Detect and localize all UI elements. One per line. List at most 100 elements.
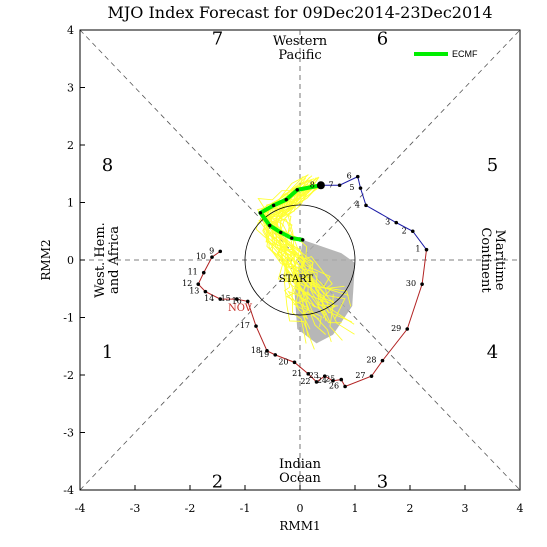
- ecmf-forecast-point: [290, 236, 294, 240]
- observed-point: [201, 270, 206, 275]
- ecmf-forecast-point: [295, 188, 299, 192]
- observed-point: [245, 299, 250, 304]
- ecmf-forecast-point: [284, 197, 288, 202]
- observed-point-label: 6: [347, 172, 352, 181]
- observed-point-label: 5: [349, 183, 354, 192]
- phase-number-label: 8: [102, 155, 113, 176]
- x-tick-label: -4: [75, 502, 86, 515]
- observed-point: [380, 358, 385, 363]
- ecmf-forecast-point: [268, 223, 272, 228]
- x-axis-label: RMM1: [279, 519, 320, 533]
- region-labels: Western Pacific Indian Ocean West. Hem. …: [93, 34, 507, 486]
- region-right-line1: Maritime: [492, 230, 507, 291]
- y-tick-label: -1: [63, 312, 74, 325]
- region-right-line2: Continent: [478, 227, 493, 293]
- observed-point: [254, 324, 258, 328]
- phase-number-label: 5: [487, 155, 498, 176]
- observed-point-label: 30: [406, 279, 416, 288]
- ecmf-forecast-point: [279, 230, 283, 235]
- observed-point: [343, 384, 347, 389]
- observed-point-label: 2: [402, 226, 407, 235]
- observed-point-label: 16: [232, 296, 242, 305]
- observed-point: [420, 282, 424, 286]
- observed-point: [369, 374, 374, 378]
- region-bottom-line1: Indian: [279, 457, 322, 472]
- region-left-line1: West. Hem.: [93, 222, 108, 298]
- observed-point: [210, 255, 214, 259]
- observed-point-label: 23: [309, 371, 319, 380]
- x-tick-label: 3: [462, 502, 469, 515]
- observed-point-label: 26: [329, 382, 339, 391]
- region-left-line2: and Africa: [107, 226, 122, 294]
- x-tick-label: 1: [352, 502, 359, 515]
- y-tick-label: 0: [67, 254, 74, 267]
- observed-point-label: 18: [251, 346, 261, 355]
- x-tick-label: 0: [297, 502, 304, 515]
- legend-label-ecmf: ECMF: [452, 49, 478, 59]
- observed-point-label: 28: [366, 356, 376, 365]
- region-top-line2: Pacific: [278, 48, 321, 63]
- y-axis-label: RMM2: [39, 239, 53, 280]
- observed-point: [405, 327, 410, 331]
- y-tick-label: 4: [67, 24, 74, 37]
- observed-point-label: 25: [325, 375, 335, 384]
- ecmf-forecast-point: [271, 203, 276, 208]
- y-tick-label: 3: [67, 82, 74, 95]
- observed-point: [306, 372, 311, 376]
- observed-point: [203, 289, 208, 294]
- legend: ECMF: [414, 49, 478, 59]
- ensemble-member-line: [263, 187, 342, 324]
- phase-number-label: 7: [212, 29, 223, 50]
- observed-point: [331, 378, 335, 383]
- observed-point: [218, 249, 223, 254]
- observed-point: [339, 377, 344, 382]
- observed-point: [314, 380, 319, 384]
- x-tick-label: 2: [407, 502, 414, 515]
- observed-point: [337, 183, 342, 188]
- x-axis: -4 -3 -2 -1 0 1 2 3 4: [75, 485, 524, 515]
- observed-point-label: 10: [196, 252, 206, 261]
- observed-point: [265, 349, 269, 353]
- observed-point: [196, 282, 201, 286]
- title-group: MJO Index Forecast for 09Dec2014-23Dec20…: [107, 3, 492, 22]
- observed-point-label: 27: [355, 371, 365, 380]
- y-axis: -4 -3 -2 -1 0 1 2 3 4: [63, 24, 85, 497]
- ecmf-forecast-point: [258, 211, 263, 215]
- y-tick-label: 1: [67, 197, 74, 210]
- x-tick-label: 4: [517, 502, 524, 515]
- ecmf-forecast-point: [301, 238, 305, 242]
- observed-point: [394, 220, 399, 225]
- observed-point-label: 17: [240, 321, 250, 330]
- dec-series-line: [320, 175, 427, 250]
- region-top-line1: Western: [273, 34, 328, 49]
- observed-point-label: 8: [310, 180, 315, 189]
- observed-point-label: 1: [415, 245, 420, 254]
- observed-point-label: 3: [385, 218, 390, 227]
- phase-number-label: 2: [212, 471, 223, 492]
- y-tick-label: -4: [63, 484, 74, 497]
- observed-point-label: 4: [355, 200, 360, 209]
- amplitude-circle: [244, 204, 356, 316]
- y-tick-label: 2: [67, 139, 74, 152]
- observed-point: [410, 229, 415, 234]
- x-tick-label: -3: [130, 502, 141, 515]
- observed-point-label: 9: [209, 246, 214, 255]
- observed-point-label: 20: [278, 357, 288, 366]
- phase-number-label: 6: [377, 29, 388, 50]
- observed-point-label: 29: [391, 324, 401, 333]
- observed-point-label: 22: [300, 377, 310, 386]
- observed-point: [273, 353, 278, 357]
- current-position-marker: [316, 181, 325, 190]
- observed-point-label: 15: [221, 294, 231, 303]
- observed-point: [364, 203, 368, 208]
- observed-point: [358, 186, 363, 190]
- x-tick-label: -1: [240, 502, 251, 515]
- observed-point-label: 14: [204, 294, 214, 303]
- region-bottom-line2: Ocean: [279, 471, 321, 486]
- observed-point-label: 19: [259, 350, 269, 359]
- ensemble-member-line: [262, 174, 352, 323]
